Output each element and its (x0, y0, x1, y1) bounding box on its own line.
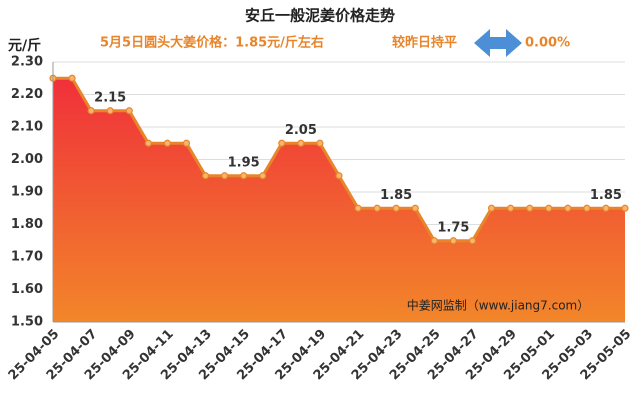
subtitle: 5月5日圆头大姜价格：1.85元/斤左右 (100, 35, 324, 51)
point (68, 74, 76, 82)
point (449, 237, 457, 245)
watermark: 中姜网监制（www.jiang7.com） (407, 298, 589, 313)
y-tick-label: 1.50 (11, 315, 43, 330)
point (125, 107, 133, 115)
point (545, 204, 553, 212)
point (411, 204, 419, 212)
point (221, 172, 229, 180)
point (354, 204, 362, 212)
point (468, 237, 477, 245)
point (259, 172, 267, 180)
flat-arrow (474, 29, 522, 57)
chart-title: 安丘一般泥姜价格走势 (245, 7, 395, 25)
point (487, 204, 496, 212)
point (373, 204, 381, 212)
y-tick-label: 2.20 (11, 87, 43, 102)
point (106, 107, 114, 115)
point (182, 139, 191, 147)
point (602, 204, 610, 212)
point (526, 204, 534, 212)
value-label: 1.85 (380, 188, 412, 203)
y-tick-label: 1.90 (11, 185, 43, 200)
point (564, 204, 572, 212)
point (430, 237, 438, 245)
point (201, 172, 210, 180)
change-text: 较昨日持平 (392, 35, 457, 51)
y-axis-label: 元/斤 (8, 37, 41, 54)
value-label: 2.05 (285, 123, 317, 138)
y-tick-label: 1.60 (11, 282, 43, 297)
point (316, 139, 324, 147)
point (297, 139, 305, 147)
y-tick-label: 2.30 (11, 55, 43, 70)
value-label: 1.95 (228, 155, 260, 170)
point (621, 204, 629, 212)
point (392, 204, 400, 212)
point (87, 107, 95, 115)
value-label: 2.15 (94, 90, 126, 105)
point (583, 204, 591, 212)
point (240, 172, 248, 180)
area (53, 78, 625, 322)
value-label: 1.75 (437, 220, 469, 235)
y-tick-label: 1.70 (11, 250, 43, 265)
change-pct: 0.00% (525, 36, 570, 51)
point (163, 139, 171, 147)
point (335, 172, 343, 180)
value-label: 1.85 (590, 188, 622, 203)
point (507, 204, 515, 212)
y-tick-label: 2.00 (11, 152, 43, 167)
point (278, 139, 286, 147)
point (144, 139, 152, 147)
y-tick-label: 2.10 (11, 120, 43, 135)
y-tick-label: 1.80 (11, 217, 43, 232)
